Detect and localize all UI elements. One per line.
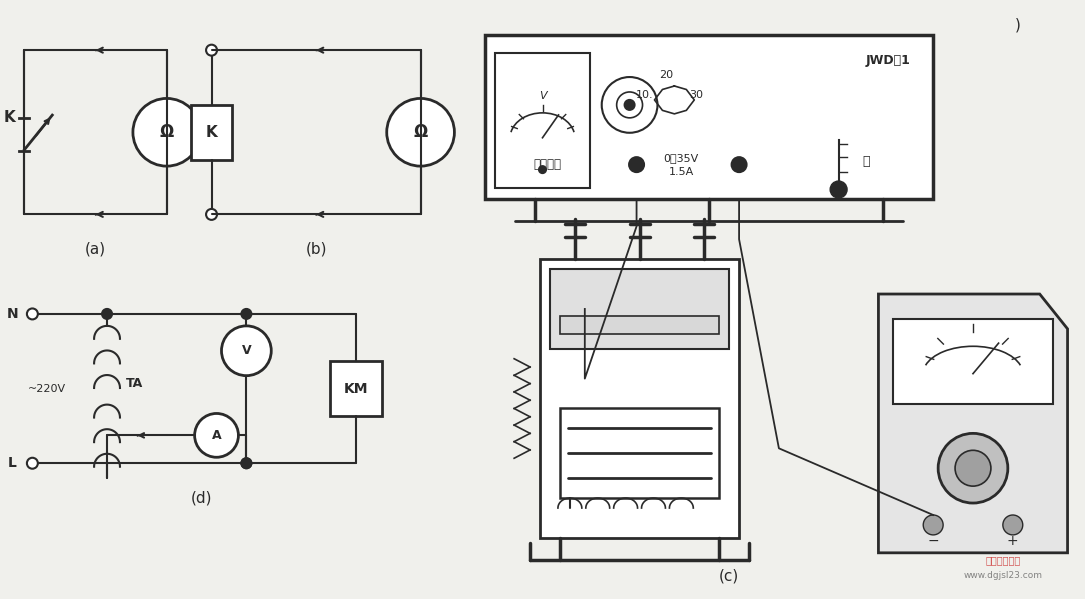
Circle shape [102,309,112,319]
Text: TA: TA [126,377,143,390]
Text: 电工技术之家: 电工技术之家 [985,555,1021,565]
Circle shape [955,450,991,486]
Text: (c): (c) [719,568,739,583]
Text: V: V [538,91,547,101]
Circle shape [923,515,943,535]
Bar [560,316,719,334]
Circle shape [625,100,635,110]
Bar [485,35,933,199]
Text: www.dgjsl23.com: www.dgjsl23.com [963,571,1043,580]
Text: 开: 开 [863,155,870,168]
Text: (b): (b) [305,242,327,257]
Text: 10.: 10. [636,90,653,100]
Text: Ω: Ω [159,123,174,141]
Circle shape [629,157,644,172]
Circle shape [1003,515,1023,535]
Text: ): ) [1014,18,1021,33]
Text: 0～35V: 0～35V [664,153,699,163]
Circle shape [830,181,847,198]
Circle shape [731,157,746,172]
Text: (a): (a) [85,242,106,257]
Circle shape [241,458,252,468]
Text: JWD－1: JWD－1 [866,54,910,66]
Text: (d): (d) [191,491,213,506]
Circle shape [206,45,217,56]
Text: Ω: Ω [413,123,427,141]
Text: A: A [212,429,221,442]
Text: K: K [206,125,217,140]
Circle shape [939,433,1008,503]
Circle shape [206,209,217,220]
Circle shape [1007,519,1019,531]
Text: L: L [8,456,17,470]
Bar [330,361,382,416]
Bar [191,105,232,160]
Circle shape [241,309,252,319]
Circle shape [386,98,455,166]
Circle shape [27,308,38,319]
Text: 30: 30 [689,90,703,100]
Circle shape [241,458,252,468]
Circle shape [221,326,271,376]
Circle shape [132,98,201,166]
Circle shape [194,413,239,457]
Bar [560,409,719,498]
Polygon shape [879,294,1068,553]
Bar [893,319,1052,404]
Circle shape [539,166,546,173]
Text: −: − [928,534,939,548]
Text: 20: 20 [660,70,674,80]
Text: 稳压电源: 稳压电源 [533,158,561,171]
Text: K: K [3,110,15,125]
Text: V: V [242,344,252,357]
Text: N: N [7,307,18,321]
Text: +: + [1007,534,1019,548]
Bar [495,53,590,187]
Bar [550,269,729,349]
Circle shape [27,458,38,468]
Text: 1.5A: 1.5A [668,167,694,177]
Text: KM: KM [344,382,368,395]
Text: ~220V: ~220V [28,383,66,394]
Bar [540,259,739,538]
Circle shape [927,519,940,531]
